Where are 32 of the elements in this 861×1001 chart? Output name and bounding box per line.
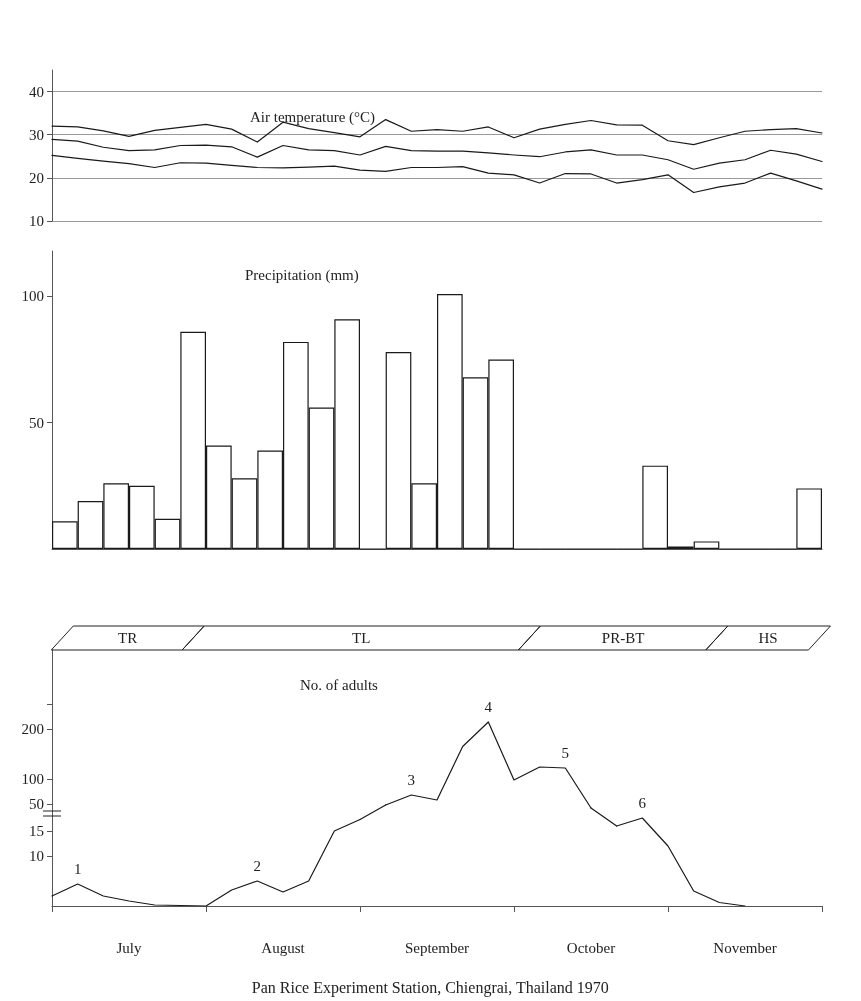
x-tick-label: July	[116, 939, 142, 956]
x-tick-label: September	[404, 939, 470, 956]
y-tick-label: 100	[21, 288, 44, 305]
x-tick-label: November	[713, 939, 777, 956]
text: HS	[758, 630, 778, 647]
y-tick-label: 40	[29, 83, 44, 100]
text: TL	[352, 630, 371, 647]
y-tick-label: 50	[29, 414, 44, 431]
annotation: 4	[484, 698, 493, 715]
text: TR	[118, 630, 138, 647]
text: PR-BT	[601, 630, 645, 647]
x-tick-label: October	[566, 939, 616, 956]
annotation: 5	[561, 744, 570, 761]
annotation: 2	[253, 857, 262, 874]
y-tick-label: 10	[29, 848, 44, 864]
text: Air temperature (°C)	[250, 108, 376, 126]
annotation: 1	[73, 860, 82, 877]
line-series	[51, 154, 823, 194]
y-tick-label: 200	[21, 721, 44, 737]
y-tick-label: 20	[29, 169, 44, 186]
text: No. of adults	[300, 676, 379, 693]
y-tick-label: 10	[29, 213, 44, 229]
y-tick-label: 15	[29, 823, 44, 839]
y-tick-label: 50	[29, 796, 44, 812]
annotation: 3	[407, 771, 416, 788]
y-tick-label: 30	[29, 126, 44, 143]
annotation: 6	[638, 794, 647, 811]
text: Pan Rice Experiment Station, Chiengrai, Thailand 1970	[251, 978, 609, 997]
y-tick-label: 100	[21, 771, 44, 787]
line-series	[51, 138, 823, 170]
text: Precipitation (mm)	[245, 266, 359, 284]
x-tick-label: August	[261, 939, 306, 956]
